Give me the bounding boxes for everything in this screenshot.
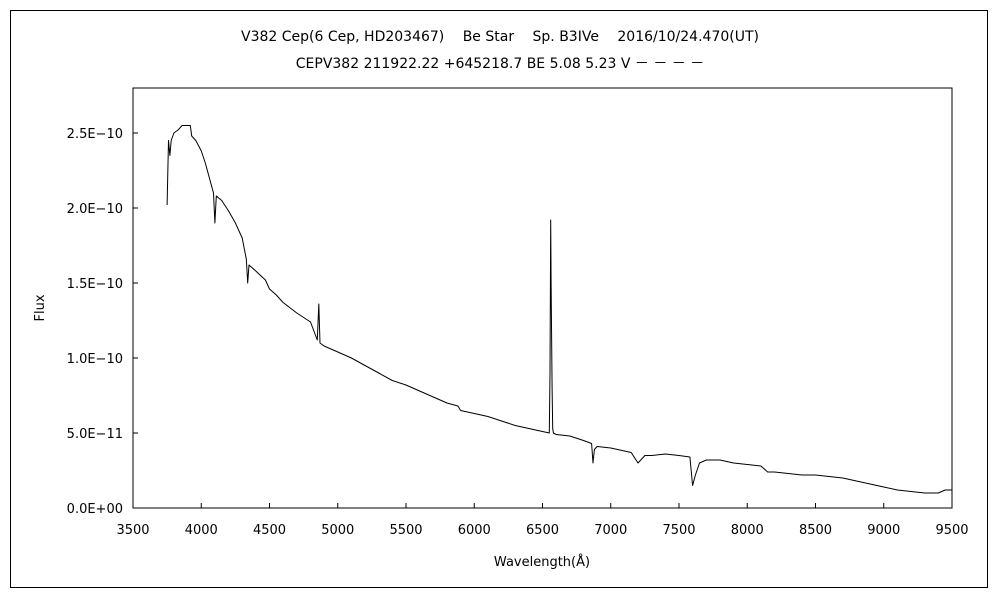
- y-tick-label: 5.0E−11: [67, 427, 123, 442]
- x-tick-label: 9500: [935, 523, 968, 538]
- x-tick-label: 8000: [731, 523, 764, 538]
- y-axis-label: Flux: [33, 294, 48, 321]
- y-tick-label: 1.5E−10: [67, 277, 123, 292]
- chart-subtitle: CEPV382 211922.22 +645218.7 BE 5.08 5.23…: [296, 56, 704, 72]
- x-axis-label: Wavelength(Å): [494, 554, 590, 570]
- y-tick-label: 2.5E−10: [67, 127, 123, 142]
- chart-frame: [10, 10, 988, 588]
- y-tick-label: 0.0E+00: [67, 502, 123, 517]
- x-tick-label: 7000: [594, 523, 627, 538]
- x-tick-label: 3500: [116, 523, 149, 538]
- y-tick-label: 1.0E−10: [67, 352, 123, 367]
- y-tick-label: 2.0E−10: [67, 202, 123, 217]
- x-tick-label: 5000: [321, 523, 354, 538]
- series-layer: [166, 125, 952, 494]
- spectrum-line: [166, 125, 952, 494]
- x-tick-label: 8500: [799, 523, 832, 538]
- x-tick-label: 6500: [526, 523, 559, 538]
- x-tick-label: 4500: [253, 523, 286, 538]
- x-tick-label: 9000: [867, 523, 900, 538]
- chart-title: V382 Cep(6 Cep, HD203467) Be Star Sp. B3…: [241, 29, 759, 45]
- x-tick-label: 5500: [389, 523, 422, 538]
- x-axis-ticks: 3500 4000 4500 5000 5500 6000 6500 7000 7500 8000…: [116, 503, 969, 538]
- x-tick-label: 4000: [185, 523, 218, 538]
- x-tick-label: 6000: [458, 523, 491, 538]
- x-tick-label: 7500: [662, 523, 695, 538]
- plot-area: [132, 87, 953, 509]
- y-axis-ticks: 0.0E+00 5.0E−11 1.0E−10 1.5E−10 2.0E−10 2.5E−…: [67, 127, 138, 517]
